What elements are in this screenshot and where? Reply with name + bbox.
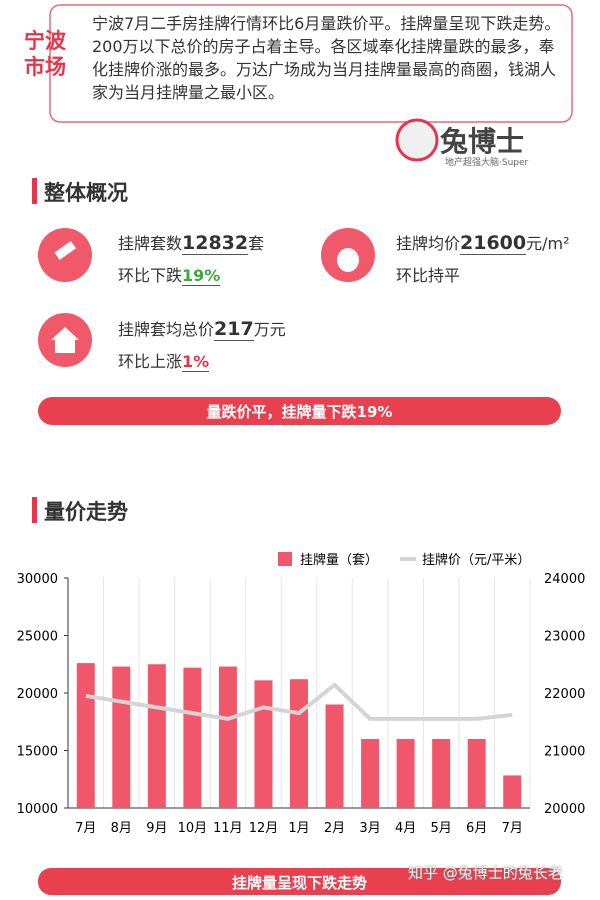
bar (290, 679, 308, 808)
x-tick-label: 7月 (75, 821, 96, 836)
bar (218, 666, 237, 808)
summary-box (49, 4, 573, 123)
x-tick-label: 6月 (466, 821, 487, 836)
banner-text: 挂牌量呈现下跌走势 (231, 874, 367, 892)
change-value: 1% (182, 352, 210, 372)
y2-tick-label: 22000 (544, 687, 585, 702)
bar (112, 666, 131, 808)
section-title: 量价走势 (44, 500, 128, 524)
stat: 挂牌均价21600元/m² (396, 230, 570, 255)
y-tick-label: 10000 (17, 802, 58, 817)
x-tick-label: 2月 (324, 821, 345, 836)
legend-label: 挂牌价（元/平米） (422, 552, 530, 568)
bar (361, 739, 380, 808)
stat-label: 挂牌均价 (396, 234, 461, 253)
section-title: 整体概况 (44, 181, 128, 205)
y2-tick-label: 20000 (544, 802, 585, 817)
region-label: 宁波市场 (24, 29, 66, 79)
bar (147, 664, 166, 808)
x-tick-label: 12月 (249, 821, 279, 836)
banner-text: 量跌价平，挂牌量下跌19% (206, 403, 393, 421)
x-tick-label: 3月 (359, 821, 380, 836)
stat-unit: 万元 (253, 320, 286, 339)
y-tick-label: 25000 (17, 630, 58, 645)
logo-sub: 地产超强大脑·Super (445, 158, 529, 168)
change-value: 19% (182, 266, 221, 286)
stat-unit: 元/m² (526, 234, 570, 253)
stat-change: 环比上涨1% (118, 348, 210, 372)
stat-value: 217 (214, 318, 254, 341)
summary: 宁波7月二手房挂牌行情环比6月量跌价平。挂牌量呈现下跌走势。200万以下总价的房… (92, 14, 561, 102)
x-tick-label: 9月 (146, 821, 167, 836)
bar (254, 680, 273, 808)
y2-tick-label: 24000 (544, 572, 585, 587)
x-tick-label: 7月 (502, 821, 523, 836)
icon-glyph (54, 240, 77, 260)
logo: 兔博士 (440, 125, 525, 158)
bar (183, 667, 202, 808)
legend-swatch (278, 552, 292, 566)
bar (467, 739, 486, 808)
x-tick-label: 8月 (111, 821, 132, 836)
banner (38, 397, 561, 425)
bar (76, 663, 95, 808)
change-label: 环比上涨 (118, 352, 183, 371)
stat-label: 挂牌套均总价 (118, 320, 215, 339)
icon-glyph (337, 248, 359, 272)
section-bar (32, 178, 37, 204)
x-tick-label: 1月 (288, 821, 309, 836)
stat-change: 环比持平 (396, 266, 461, 285)
stat-label: 挂牌套数 (118, 234, 183, 253)
bar (503, 775, 522, 808)
change-label: 环比下跌 (118, 266, 183, 285)
stat-change: 环比下跌19% (118, 262, 221, 286)
y2-tick-label: 21000 (544, 745, 585, 760)
bar (432, 739, 451, 808)
icon-glyph (51, 327, 79, 353)
x-tick-label: 5月 (431, 821, 452, 836)
bar (325, 704, 344, 808)
logo-icon (395, 118, 439, 162)
y-tick-label: 15000 (17, 745, 58, 760)
chart: 10000 15000 20000 25000 30000 20000 21000 22000… (17, 552, 585, 836)
x-tick-label: 4月 (395, 821, 416, 836)
stat: 挂牌套均总价217万元 (118, 316, 286, 341)
stat-value: 12832 (182, 232, 249, 255)
line (85, 682, 513, 721)
y-tick-label: 30000 (17, 572, 58, 587)
x-tick-label: 11月 (213, 821, 243, 836)
stat: 挂牌套数12832套 (118, 230, 265, 255)
watermark: 知乎 @兔博士的兔长老 (408, 864, 563, 882)
y-tick-label: 20000 (17, 687, 58, 702)
section-bar (32, 497, 37, 523)
banner (38, 868, 561, 895)
y2-tick-label: 23000 (544, 630, 585, 645)
legend-label: 挂牌量（套） (300, 552, 378, 568)
stat-value: 21600 (460, 232, 527, 255)
stat-unit: 套 (248, 234, 265, 253)
bar (396, 739, 415, 808)
x-tick-label: 10月 (178, 821, 208, 836)
